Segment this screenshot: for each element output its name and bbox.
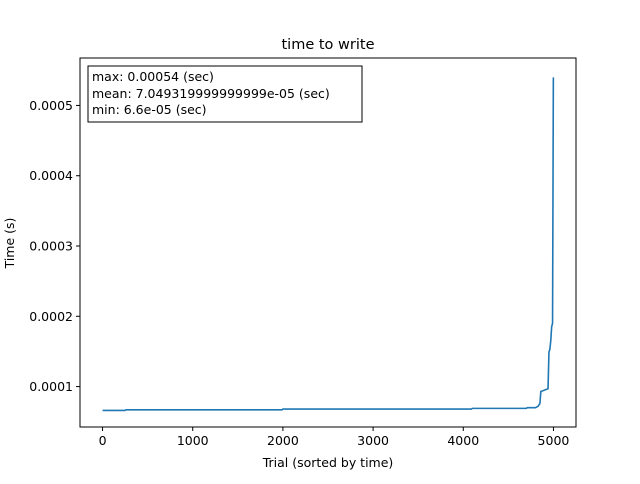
stats-mean-text: mean: 7.049319999999999e-05 (sec)	[92, 86, 330, 101]
x-tick-label: 3000	[357, 433, 389, 448]
stats-box-frame	[87, 65, 363, 123]
y-tick-label: 0.0001	[29, 379, 73, 394]
x-axis-label: Trial (sorted by time)	[262, 455, 394, 470]
axes-frame	[79, 57, 577, 428]
stats-annotation-box: max: 0.00054 (sec) mean: 7.0493199999999…	[87, 65, 363, 123]
plot-area	[102, 77, 555, 412]
axis-ticks: 0 1000 2000 3000 4000 5000 0.0001 0.0002 0.0003 0…	[29, 98, 569, 448]
x-tick-label: 4000	[447, 433, 479, 448]
x-tick-label: 5000	[538, 433, 570, 448]
x-tick-label: 1000	[177, 433, 209, 448]
y-tick-label: 0.0005	[29, 98, 73, 113]
y-tick-label: 0.0002	[29, 309, 73, 324]
chart-title: time to write	[282, 37, 375, 53]
y-tick-label: 0.0004	[29, 168, 73, 183]
series-line-0	[102, 77, 555, 412]
stats-max-text: max: 0.00054 (sec)	[92, 69, 214, 84]
y-tick-label: 0.0003	[29, 239, 73, 254]
stats-min-text: min: 6.6e-05 (sec)	[92, 102, 207, 117]
x-tick-label: 2000	[267, 433, 299, 448]
y-axis-label: Time (s)	[2, 218, 17, 270]
x-tick-label: 0	[99, 433, 107, 448]
